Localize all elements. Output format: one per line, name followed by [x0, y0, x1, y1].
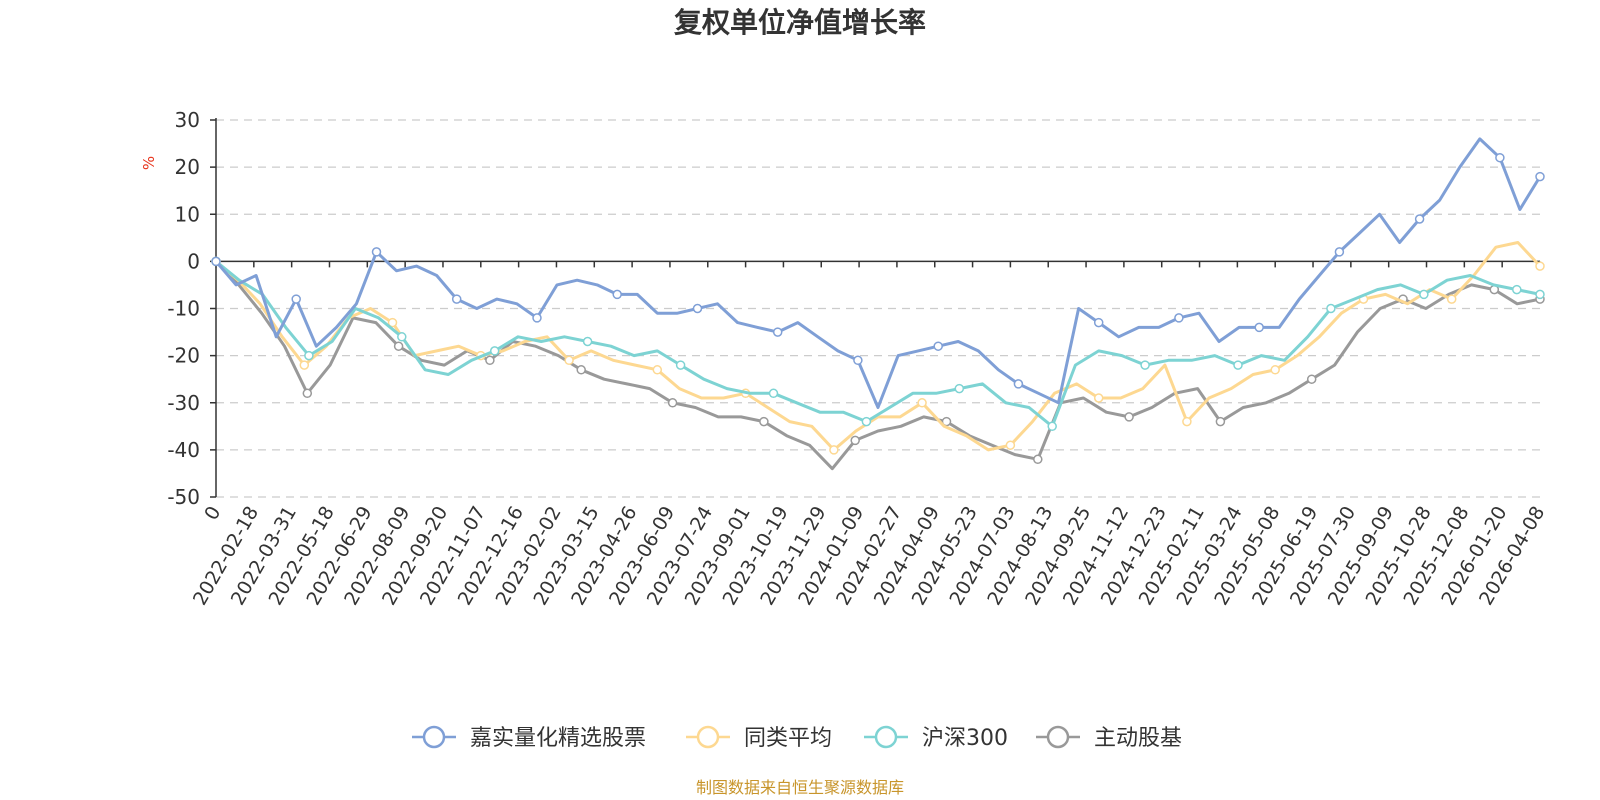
data-point — [933, 341, 943, 351]
data-point — [1535, 261, 1545, 271]
data-point — [667, 398, 678, 408]
legend-item-hs300[interactable]: 沪深300 — [864, 725, 1008, 751]
data-point — [675, 360, 686, 370]
y-tick-label: -40 — [167, 438, 200, 462]
data-point — [1414, 214, 1425, 224]
data-point — [1306, 374, 1317, 384]
data-point — [954, 383, 965, 394]
data-point — [564, 355, 574, 366]
data-point — [582, 336, 593, 347]
data-point — [1495, 152, 1505, 163]
data-point — [941, 416, 952, 427]
data-point — [1124, 412, 1134, 422]
legend-swatch-marker — [1046, 725, 1070, 749]
data-point — [211, 256, 221, 267]
data-point — [576, 365, 586, 375]
legend-swatch-marker — [422, 725, 446, 749]
data-point — [1233, 360, 1243, 370]
data-point — [397, 332, 407, 342]
data-point — [829, 445, 839, 455]
data-point — [1535, 289, 1545, 300]
legend-swatch-marker — [874, 725, 898, 749]
data-point — [692, 303, 703, 314]
data-point — [489, 346, 500, 356]
data-point — [291, 294, 301, 304]
data-point — [1512, 284, 1522, 295]
series-line-2 — [214, 259, 1542, 428]
data-point — [302, 388, 313, 399]
data-point — [652, 365, 663, 375]
legend-item-peer-average[interactable]: 同类平均 — [686, 725, 832, 751]
series-line-3 — [214, 259, 1542, 471]
data-point — [772, 327, 783, 337]
data-point — [768, 388, 779, 399]
y-tick-label: -10 — [167, 297, 200, 321]
data-point — [850, 435, 860, 446]
data-point — [1174, 313, 1184, 323]
series-line-1 — [214, 241, 1542, 452]
data-point — [371, 247, 382, 257]
data-point — [485, 355, 495, 366]
data-point — [387, 317, 398, 328]
data-point — [451, 294, 462, 304]
data-point — [304, 350, 314, 361]
legend-item-jiashi[interactable]: 嘉实量化精选股票 — [412, 725, 646, 751]
legend-label: 同类平均 — [744, 726, 832, 751]
y-tick-label: -20 — [167, 344, 200, 368]
legend-label: 沪深300 — [922, 726, 1008, 751]
y-tick-label: 10 — [175, 202, 200, 226]
y-tick-label: 30 — [175, 108, 200, 132]
y-tick-label: -30 — [167, 391, 200, 415]
data-point — [1254, 322, 1264, 333]
data-point — [1535, 171, 1545, 182]
data-point — [1005, 440, 1016, 450]
y-tick-label: -50 — [167, 485, 200, 509]
data-point — [1215, 416, 1226, 427]
legend-label: 主动股基 — [1094, 726, 1182, 751]
data-point — [759, 416, 769, 427]
legend-label: 嘉实量化精选股票 — [470, 726, 646, 751]
series-lines — [211, 137, 1545, 471]
y-tick-label: 20 — [175, 155, 200, 179]
data-point — [1270, 365, 1280, 375]
data-point — [393, 341, 404, 351]
data-source-note: 制图数据来自恒生聚源数据库 — [696, 778, 904, 797]
data-point — [1140, 360, 1150, 370]
y-axis-unit-label: % — [140, 156, 158, 170]
data-point — [1093, 317, 1104, 328]
axes — [215, 118, 1540, 497]
legend[interactable]: 嘉实量化精选股票 同类平均 沪深300 主动股基 — [412, 725, 1182, 751]
y-tick-label: 0 — [187, 249, 200, 273]
data-point — [853, 355, 863, 366]
data-point — [1326, 303, 1336, 314]
series-line-0 — [214, 137, 1542, 409]
data-point — [917, 398, 927, 408]
x-tick-label: 0 — [200, 503, 225, 524]
data-point — [1033, 454, 1043, 465]
data-point — [1446, 294, 1457, 304]
data-point — [1047, 421, 1057, 432]
grid-lines — [216, 119, 1540, 498]
data-point — [612, 289, 622, 300]
data-point — [1334, 247, 1345, 257]
data-point — [1093, 393, 1104, 403]
legend-item-active-equity[interactable]: 主动股基 — [1036, 725, 1182, 751]
data-point — [1182, 416, 1192, 427]
y-axis-ticks: 30 20 10 0 -10 -20 -30 -40 -50 — [167, 108, 216, 509]
data-point — [299, 360, 310, 370]
data-point — [861, 416, 872, 427]
data-point — [1013, 379, 1024, 389]
chart-title: 复权单位净值增长率 — [674, 6, 926, 39]
data-point — [1419, 289, 1429, 300]
data-point — [532, 313, 542, 323]
legend-swatch-marker — [696, 725, 720, 749]
